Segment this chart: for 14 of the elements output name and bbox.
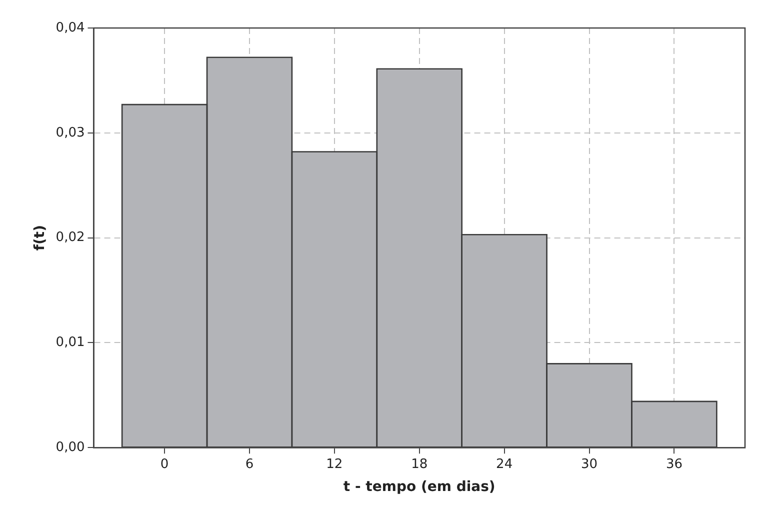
y-tick-label: 0,03	[56, 125, 85, 140]
y-tick-label: 0,01	[56, 335, 85, 350]
x-tick-label: 0	[160, 456, 169, 472]
y-tick-label: 0,00	[56, 440, 85, 455]
x-tick-label: 36	[666, 456, 682, 472]
y-tick-label: 0,04	[56, 20, 85, 36]
y-axis-title: f(t)	[32, 225, 48, 251]
x-axis-title: t - tempo (em dias)	[343, 479, 496, 496]
x-tick-label: 12	[326, 456, 343, 472]
x-tick-label: 6	[245, 456, 254, 472]
x-tick-label: 30	[580, 456, 598, 472]
y-tick-label: 0,02	[56, 230, 85, 246]
x-tick-label: 18	[411, 456, 428, 472]
x-tick-label: 24	[496, 456, 513, 472]
